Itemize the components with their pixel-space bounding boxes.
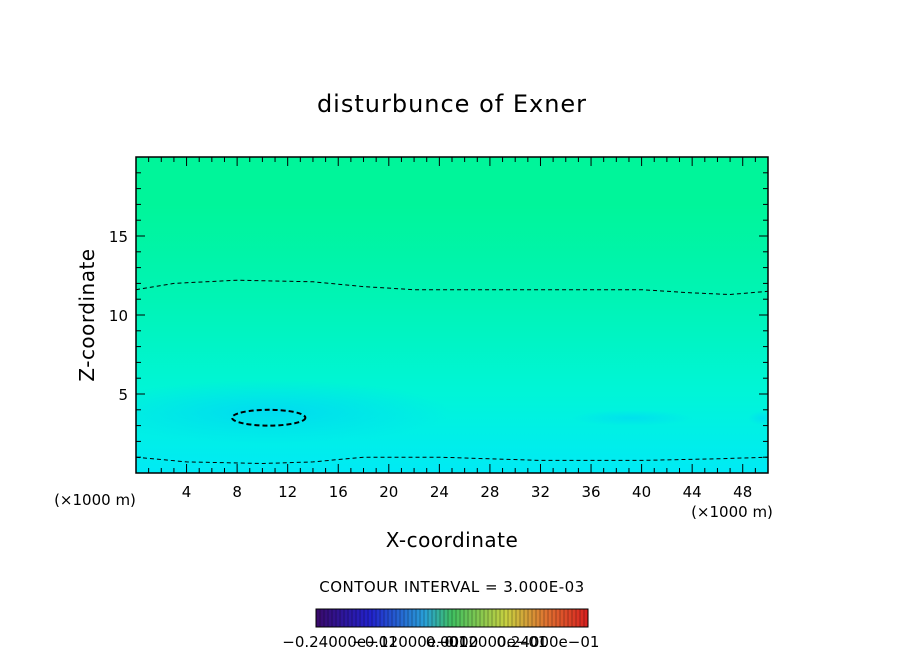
chart-title: disturbunce of Exner [317,90,587,118]
x-tick-label: 20 [379,483,398,501]
y-axis-label: Z-coordinate [75,248,99,381]
x-tick-label: 16 [329,483,348,501]
x-axis-label: X-coordinate [386,528,519,552]
x-tick-label: 28 [480,483,499,501]
y-tick-label: 5 [118,386,128,404]
low-pressure-core-edge [748,411,768,425]
x-tick-label: 40 [632,483,651,501]
x-tick-label: 36 [581,483,600,501]
colorbar-labels: −0.24000e−01 [282,633,397,651]
x-tick-label: 48 [733,483,752,501]
y-tick-label: 10 [109,307,128,325]
contour-lines [136,279,768,465]
contour-closed-2 [231,408,307,427]
colorbar-label: 0.24000e−01 [497,633,600,651]
x-tick-label: 12 [278,483,297,501]
x-tick-label: 24 [430,483,449,501]
plot-area [136,157,768,473]
contour-line-0 [136,279,768,296]
low-pressure-core [136,380,450,444]
x-unit-right: (×1000 m) [691,503,773,521]
contour-interval: CONTOUR INTERVAL = 3.000E-03 [319,578,584,596]
colorbar-label: −0.12000e−01 [352,633,467,651]
colorbar-label: 0.0000 [426,633,479,651]
x-tick-label: 32 [531,483,550,501]
colorbar-ticks [319,609,585,627]
x-tick-label: 44 [683,483,702,501]
low-pressure-core-east [572,410,692,426]
x-tick-label: 8 [232,483,242,501]
x-unit-left: (×1000 m) [54,491,136,509]
y-tick-label: 15 [109,228,128,246]
colorbar-label: 0.12000e−01 [445,633,548,651]
x-tick-label: 4 [182,483,192,501]
